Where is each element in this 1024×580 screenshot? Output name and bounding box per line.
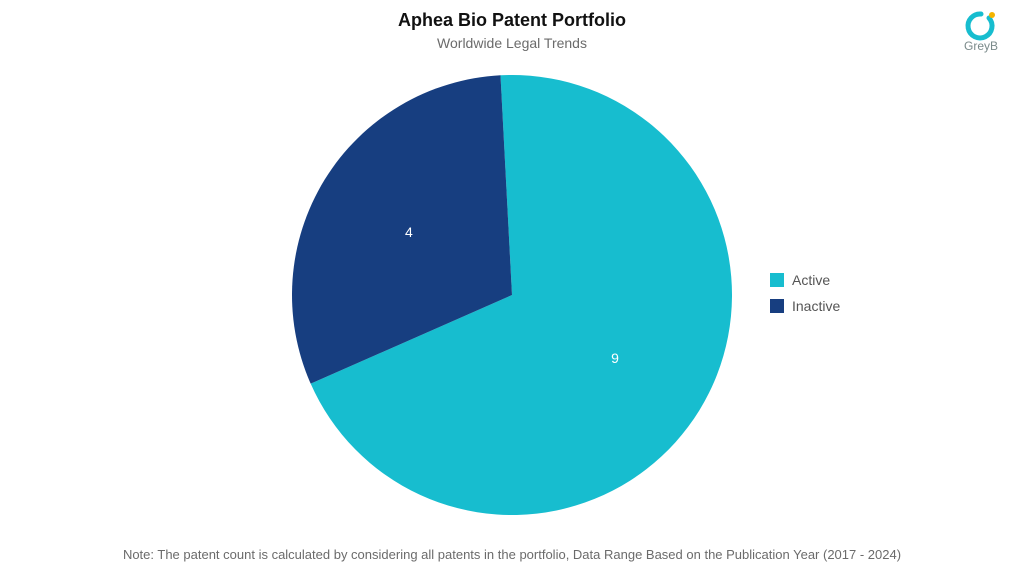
title-block: Aphea Bio Patent Portfolio Worldwide Leg… [0,10,1024,51]
chart-subtitle: Worldwide Legal Trends [0,35,1024,51]
chart-title: Aphea Bio Patent Portfolio [0,10,1024,31]
legend: Active Inactive [770,272,840,324]
legend-item-inactive: Inactive [770,298,840,314]
legend-item-active: Active [770,272,840,288]
greyb-logo: GreyB [954,10,1008,59]
legend-swatch-inactive [770,299,784,313]
legend-swatch-active [770,273,784,287]
footnote: Note: The patent count is calculated by … [0,547,1024,562]
legend-label: Inactive [792,298,840,314]
svg-text:GreyB: GreyB [964,39,998,53]
pie-chart: 94 [292,75,732,515]
legend-label: Active [792,272,830,288]
